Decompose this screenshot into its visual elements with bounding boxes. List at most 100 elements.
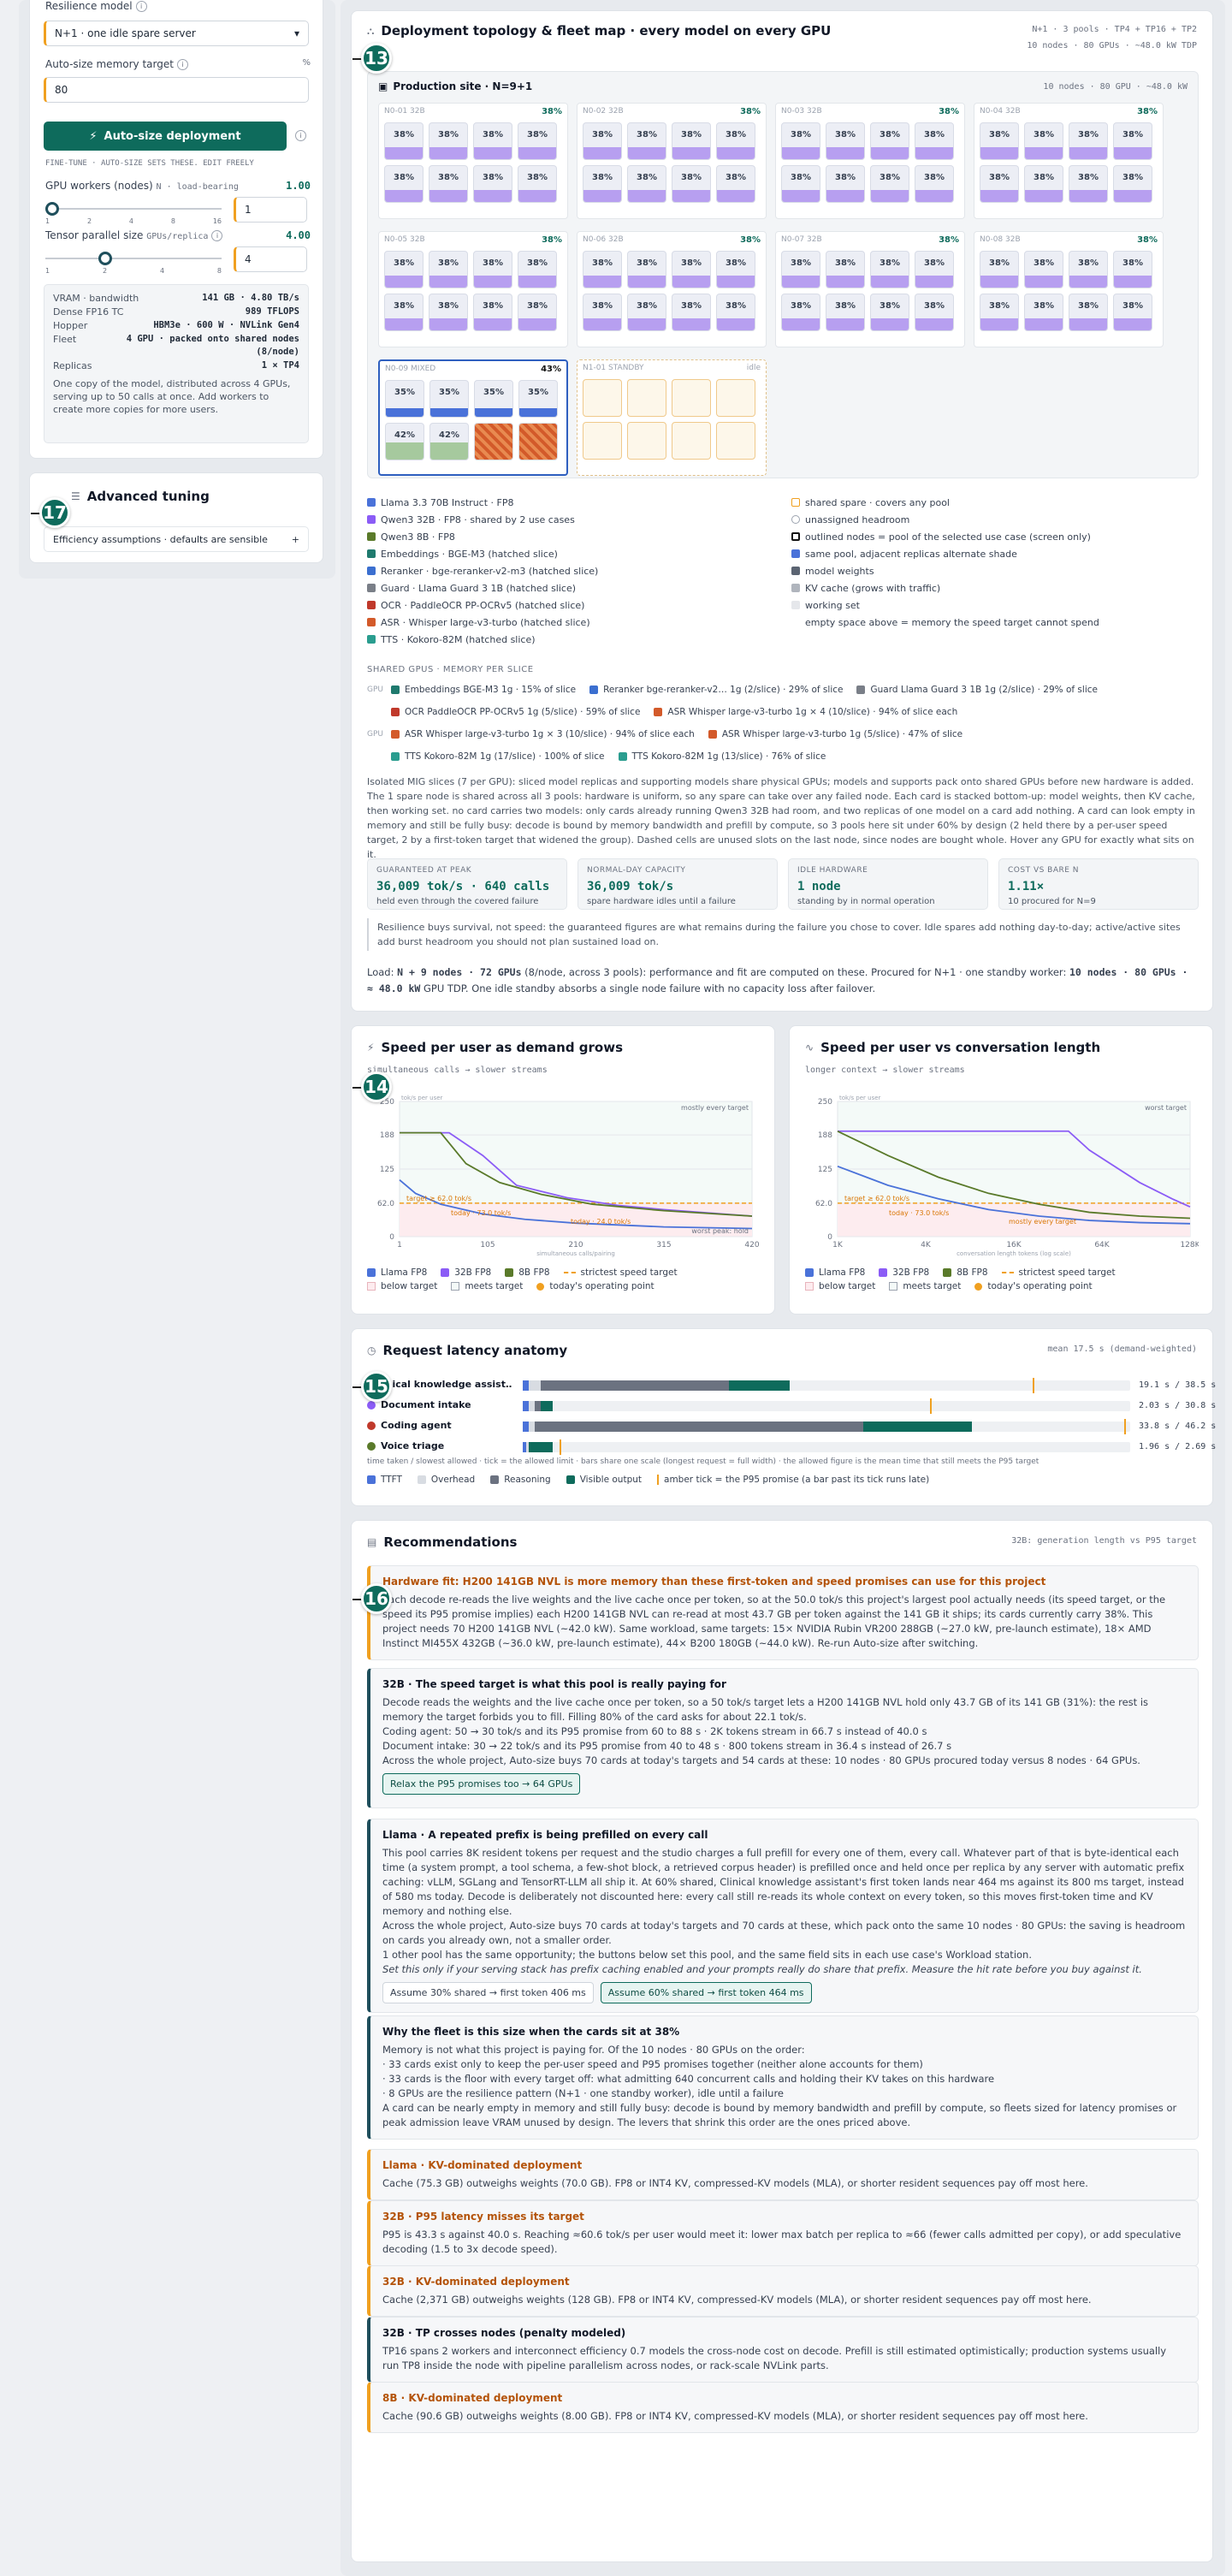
gpu-cell[interactable]: 38%: [672, 294, 711, 331]
gpu-cell[interactable]: [583, 422, 622, 460]
advanced-item[interactable]: Efficiency assumptions · defaults are se…: [44, 526, 309, 552]
latency-seg-ttft[interactable]: [523, 1401, 530, 1411]
gpu-cell[interactable]: 38%: [1024, 122, 1063, 160]
latency-row-label[interactable]: Clinical knowledge assist…: [372, 1379, 512, 1390]
gpu-cell[interactable]: 38%: [716, 165, 755, 203]
autosize-button[interactable]: ⚡ Auto-size deployment: [44, 122, 287, 151]
gpu-cell[interactable]: 38%: [1069, 294, 1108, 331]
context-chart[interactable]: 250 188 125 62.0 01K 4K 16K 64K 128K conversation…: [805, 1091, 1199, 1259]
latency-seg-vis[interactable]: [729, 1380, 791, 1391]
gpu-cell[interactable]: 35%: [518, 380, 558, 418]
latency-seg-over[interactable]: [529, 1401, 536, 1411]
gpu-cell[interactable]: 38%: [980, 251, 1019, 288]
gpu-cell[interactable]: 38%: [627, 165, 666, 203]
shared-slice[interactable]: ASR Whisper large-v3-turbo 1g × 3 (10/sl…: [391, 729, 695, 739]
gpu-cell[interactable]: 38%: [1113, 165, 1152, 203]
node-card[interactable]: N0-05 32B 38% 38% 38% 38% 38% 38% 38% 38% 38%: [378, 231, 568, 347]
gpu-cell[interactable]: 38%: [429, 294, 468, 331]
gpu-cell[interactable]: 38%: [781, 122, 820, 160]
node-card-standby[interactable]: N1-01 STANDBY idle: [577, 359, 767, 476]
shared-slice[interactable]: ASR Whisper large-v3-turbo 1g (5/slice) …: [708, 729, 962, 739]
recommendation-action-button[interactable]: Assume 30% shared → first token 406 ms: [382, 1982, 594, 2003]
node-card[interactable]: N0-02 32B 38% 38% 38% 38% 38% 38% 38% 38% 38%: [577, 103, 767, 219]
gpu-cell[interactable]: 38%: [518, 165, 557, 203]
gpu-cell[interactable]: 38%: [1069, 122, 1108, 160]
gpu-cell[interactable]: 38%: [473, 294, 512, 331]
gpu-cell[interactable]: 38%: [1024, 294, 1063, 331]
slider-handle[interactable]: [45, 202, 59, 216]
gpu-cell-shared[interactable]: [474, 423, 513, 460]
node-card[interactable]: N0-08 32B 38% 38% 38% 38% 38% 38% 38% 38% 38%: [974, 231, 1164, 347]
gpu-cell[interactable]: 38%: [870, 294, 909, 331]
gpu-cell[interactable]: 38%: [672, 122, 711, 160]
gpu-cell[interactable]: 38%: [627, 122, 666, 160]
gpu-cell[interactable]: 38%: [627, 294, 666, 331]
gpu-cell[interactable]: 38%: [826, 251, 865, 288]
gpu-cell[interactable]: 38%: [518, 294, 557, 331]
gpu-cell[interactable]: [627, 422, 666, 460]
gpu-cell[interactable]: 38%: [781, 294, 820, 331]
gpu-cell[interactable]: 38%: [980, 165, 1019, 203]
gpu-cell[interactable]: 38%: [1024, 165, 1063, 203]
gpu-cell[interactable]: 38%: [384, 165, 424, 203]
gpu-cell[interactable]: 38%: [915, 122, 954, 160]
gpu-cell[interactable]: [672, 379, 711, 417]
gpu-cell[interactable]: 38%: [1024, 251, 1063, 288]
info-icon[interactable]: i: [135, 1, 147, 12]
latency-seg-reason[interactable]: [535, 1422, 863, 1432]
gpu-cell[interactable]: 42%: [429, 423, 469, 460]
gpu-cell[interactable]: 38%: [384, 251, 424, 288]
gpu-cell[interactable]: 38%: [627, 251, 666, 288]
gpu-cell[interactable]: 38%: [1113, 294, 1152, 331]
gpu-cell[interactable]: 38%: [915, 294, 954, 331]
shared-slice[interactable]: TTS Kokoro-82M 1g (17/slice) · 100% of s…: [391, 751, 605, 762]
series-line[interactable]: [400, 1131, 753, 1217]
memory-input[interactable]: 80: [44, 77, 309, 103]
tp-slider[interactable]: [45, 252, 222, 265]
series-line[interactable]: [399, 1178, 753, 1230]
recommendation-action-button[interactable]: Assume 60% shared → first token 464 ms: [600, 1982, 812, 2003]
series-line[interactable]: [837, 1130, 1191, 1220]
series-line[interactable]: [837, 1165, 1191, 1225]
node-card[interactable]: N0-06 32B 38% 38% 38% 38% 38% 38% 38% 38% 38%: [577, 231, 767, 347]
gpu-cell[interactable]: 35%: [429, 380, 469, 418]
latency-seg-ttft[interactable]: [523, 1380, 530, 1391]
gpu-cell[interactable]: [672, 422, 711, 460]
shared-slice[interactable]: Guard Llama Guard 3 1B 1g (2/slice) · 29…: [856, 685, 1098, 695]
latency-seg-over[interactable]: [529, 1422, 536, 1432]
gpu-cell-shared[interactable]: [518, 423, 558, 460]
gpu-cell[interactable]: [716, 379, 755, 417]
latency-row-label[interactable]: Voice triage: [367, 1440, 512, 1451]
info-icon[interactable]: i: [295, 130, 306, 141]
gpu-cell[interactable]: [627, 379, 666, 417]
gpu-cell[interactable]: 38%: [429, 122, 468, 160]
node-card[interactable]: N0-04 32B 38% 38% 38% 38% 38% 38% 38% 38% 38%: [974, 103, 1164, 219]
gpu-cell[interactable]: 38%: [915, 251, 954, 288]
gpu-workers-slider[interactable]: [45, 202, 222, 216]
gpu-cell[interactable]: 38%: [781, 251, 820, 288]
gpu-cell[interactable]: 38%: [384, 122, 424, 160]
gpu-cell[interactable]: 38%: [781, 165, 820, 203]
gpu-cell[interactable]: 38%: [870, 165, 909, 203]
gpu-cell[interactable]: 38%: [429, 165, 468, 203]
gpu-cell[interactable]: 38%: [716, 251, 755, 288]
shared-slice[interactable]: TTS Kokoro-82M 1g (13/slice) · 76% of sl…: [618, 751, 826, 762]
latency-seg-reason[interactable]: [541, 1380, 730, 1391]
gpu-cell[interactable]: 38%: [473, 165, 512, 203]
resilience-select[interactable]: N+1 · one idle spare server ▾: [44, 21, 309, 46]
shared-slice[interactable]: Embeddings BGE-M3 1g · 15% of slice: [391, 685, 576, 695]
latency-row-label[interactable]: Coding agent: [367, 1420, 512, 1431]
gpu-cell[interactable]: 38%: [870, 251, 909, 288]
gpu-cell[interactable]: 38%: [1113, 251, 1152, 288]
gpu-cell[interactable]: 38%: [826, 165, 865, 203]
slider-handle[interactable]: [98, 252, 112, 265]
latency-seg-vis[interactable]: [529, 1442, 554, 1452]
gpu-cell[interactable]: 38%: [870, 122, 909, 160]
tp-input[interactable]: 4: [234, 246, 307, 272]
latency-seg-reason[interactable]: [535, 1401, 542, 1411]
gpu-cell[interactable]: 35%: [385, 380, 424, 418]
node-card[interactable]: N0-07 32B 38% 38% 38% 38% 38% 38% 38% 38% 38%: [775, 231, 965, 347]
shared-slice[interactable]: OCR PaddleOCR PP-OCRv5 1g (5/slice) · 59…: [391, 707, 640, 717]
gpu-cell[interactable]: [583, 379, 622, 417]
series-line[interactable]: [838, 1130, 1191, 1208]
